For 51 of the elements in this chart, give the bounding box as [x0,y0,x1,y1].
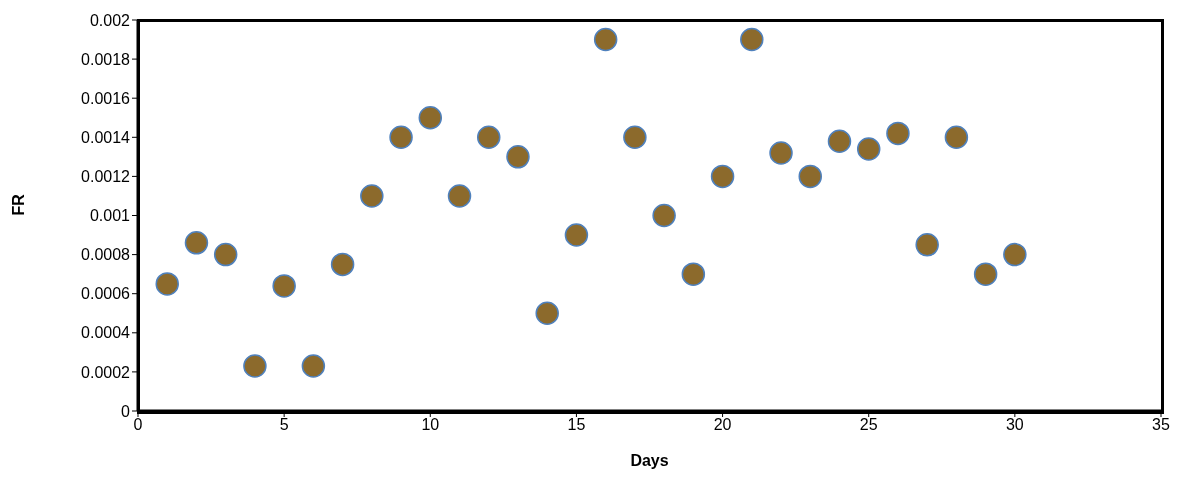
point [886,121,910,146]
point [476,125,501,150]
y-tick-label: 0 [121,402,131,420]
point [827,129,852,153]
point [243,354,267,378]
point [769,141,793,165]
y-tick-label: 0.0012 [81,168,131,186]
point [944,125,969,150]
point [184,231,209,255]
point [330,252,355,277]
point [1003,242,1027,267]
point [973,262,998,286]
y-axis-title: FR [9,193,27,216]
point [623,125,647,150]
point [447,184,472,208]
point [681,262,706,286]
x-tick-label: 5 [279,416,289,434]
y-tick-label: 0.0002 [81,363,131,381]
x-tick-label: 15 [567,416,586,434]
point [360,184,384,208]
y-tick-label: 0.0008 [81,246,131,264]
point [798,164,823,189]
point [213,242,238,267]
point [418,106,443,130]
point [272,274,296,298]
point [740,27,764,52]
point [301,354,326,378]
point [389,125,413,150]
x-tick-label: 20 [713,416,732,434]
point [652,203,676,228]
y-tick-label: 0.001 [89,207,131,225]
y-tick-label: 0.002 [89,11,131,29]
y-tick-label: 0.0016 [81,89,131,107]
point [506,145,530,169]
x-axis-title: Days [630,452,669,469]
x-tick-label: 25 [859,416,878,434]
point [535,301,559,325]
x-tick-label: 0 [133,416,143,434]
point [593,27,618,52]
point [856,137,881,161]
y-tick-label: 0.0014 [81,128,131,146]
y-tick-label: 0.0004 [81,324,131,342]
x-tick-label: 10 [421,416,440,434]
x-tick-label: 35 [1152,416,1170,434]
y-tick-label: 0.0006 [81,285,131,303]
y-tick-label: 0.0018 [81,50,131,68]
point [564,223,589,247]
point [915,233,939,257]
x-tick-label: 30 [1005,416,1024,434]
point [710,164,735,189]
point [155,272,179,296]
